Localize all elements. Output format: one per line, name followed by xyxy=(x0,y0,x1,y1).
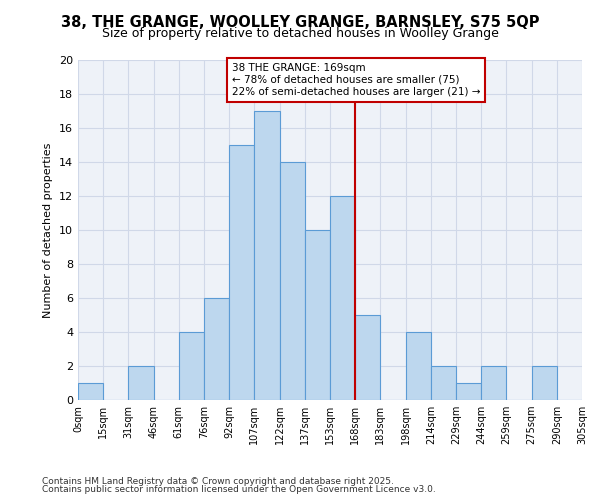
Y-axis label: Number of detached properties: Number of detached properties xyxy=(43,142,53,318)
Bar xyxy=(305,230,330,400)
Bar xyxy=(179,332,204,400)
Text: 38, THE GRANGE, WOOLLEY GRANGE, BARNSLEY, S75 5QP: 38, THE GRANGE, WOOLLEY GRANGE, BARNSLEY… xyxy=(61,15,539,30)
Text: Contains public sector information licensed under the Open Government Licence v3: Contains public sector information licen… xyxy=(42,485,436,494)
Text: Size of property relative to detached houses in Woolley Grange: Size of property relative to detached ho… xyxy=(101,28,499,40)
Bar xyxy=(532,366,557,400)
Text: Contains HM Land Registry data © Crown copyright and database right 2025.: Contains HM Land Registry data © Crown c… xyxy=(42,477,394,486)
Bar xyxy=(280,162,305,400)
Bar xyxy=(254,111,280,400)
Bar xyxy=(229,145,254,400)
Bar xyxy=(431,366,456,400)
Bar xyxy=(78,383,103,400)
Bar xyxy=(204,298,229,400)
Bar xyxy=(481,366,506,400)
Bar xyxy=(406,332,431,400)
Bar xyxy=(330,196,355,400)
Bar xyxy=(456,383,481,400)
Bar xyxy=(128,366,154,400)
Text: 38 THE GRANGE: 169sqm
← 78% of detached houses are smaller (75)
22% of semi-deta: 38 THE GRANGE: 169sqm ← 78% of detached … xyxy=(232,64,480,96)
Bar xyxy=(355,315,380,400)
